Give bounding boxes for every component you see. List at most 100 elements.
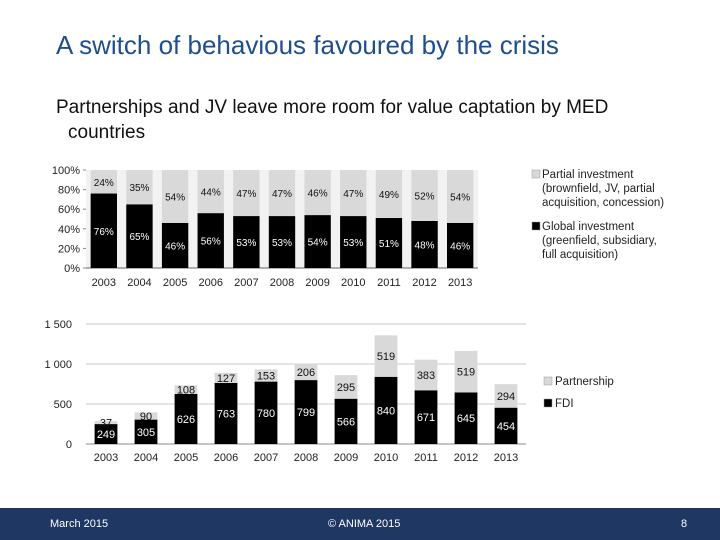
bar-partial-2008 [268, 170, 296, 217]
bar-fdi-2011 [414, 390, 438, 444]
label-partnership-2010: 519 [377, 351, 395, 363]
x-tick-label: 2005 [163, 277, 187, 289]
legend-label: FDI [555, 398, 574, 410]
legend-swatch [543, 376, 553, 386]
y-tick-label: 0 [66, 439, 72, 451]
label-partnership-2004: 90 [140, 411, 152, 423]
label-partial-2011: 49% [379, 190, 399, 201]
label-partial-2003: 24% [94, 178, 114, 189]
footer-bar: March 2015 © ANIMA 2015 8 [0, 508, 720, 540]
x-tick-label: 2007 [254, 452, 278, 464]
bar-global-2008 [268, 216, 296, 268]
x-tick-label: 2004 [127, 277, 151, 289]
label-global-2003: 76% [94, 227, 114, 238]
label-partnership-2007: 153 [257, 370, 275, 382]
bar-fdi-2012 [454, 392, 478, 444]
x-tick-label: 2005 [174, 452, 198, 464]
y-tick-label: 500 [54, 399, 72, 411]
label-global-2011: 51% [379, 239, 399, 250]
bar-partial-2006 [197, 170, 224, 214]
legend-label: Partial investment [542, 169, 634, 181]
bar-partnership-2003 [94, 421, 118, 425]
x-tick-label: 2012 [454, 452, 478, 464]
label-partial-2013: 54% [450, 192, 470, 203]
bar-partnership-2008 [294, 363, 318, 381]
footer-copyright: © ANIMA 2015 [328, 518, 401, 530]
label-fdi-2009: 566 [337, 416, 355, 428]
bar-fdi-2009 [334, 398, 358, 444]
label-partial-2007: 47% [236, 189, 256, 200]
bar-fdi-2003 [94, 424, 118, 444]
bar-partial-2003 [90, 170, 118, 194]
x-tick-label: 2010 [374, 452, 398, 464]
x-tick-label: 2008 [294, 452, 318, 464]
y-tick-label: 100% [52, 165, 80, 177]
label-fdi-2011: 671 [417, 412, 435, 424]
bar-fdi-2013 [494, 407, 518, 444]
x-tick-label: 2006 [214, 452, 238, 464]
legend-swatch [543, 398, 553, 408]
label-partial-2010: 47% [343, 189, 363, 200]
label-fdi-2010: 840 [377, 405, 395, 417]
bar-partnership-2011 [414, 359, 438, 391]
x-tick-label: 2009 [305, 277, 329, 289]
x-tick-label: 2009 [334, 452, 358, 464]
y-tick-label: 1 500 [44, 319, 72, 331]
bar-global-2004 [126, 204, 153, 268]
bar-global-2010 [340, 216, 367, 268]
label-fdi-2004: 305 [137, 427, 155, 439]
legend-label: Partnership [555, 376, 614, 388]
y-tick-label: 0% [64, 263, 80, 275]
legend-label: acquisition, concession) [542, 197, 664, 209]
bar-global-2009 [304, 215, 331, 268]
bar-partnership-2012 [454, 350, 478, 393]
bar-fdi-2005 [174, 393, 198, 444]
legend-label: (brownfield, JV, partial [542, 183, 655, 195]
y-tick-label: 80% [58, 185, 80, 197]
bar-partial-2005 [161, 170, 189, 223]
label-fdi-2008: 799 [297, 407, 315, 419]
bar-global-2005 [161, 222, 189, 268]
x-tick-label: 2007 [234, 277, 258, 289]
bar-global-2006 [197, 213, 224, 268]
label-partial-2004: 35% [129, 183, 149, 194]
x-tick-label: 2013 [494, 452, 518, 464]
label-partnership-2003: 37 [100, 418, 112, 430]
y-tick-label: 40% [58, 224, 80, 236]
bar-global-2011 [375, 218, 403, 268]
bar-fdi-2004 [134, 419, 158, 444]
label-partnership-2013: 294 [497, 391, 515, 403]
bar-partnership-2005 [174, 385, 198, 394]
bar-partnership-2006 [214, 372, 238, 383]
label-partial-2006: 44% [201, 188, 221, 199]
bar-partial-2004 [126, 170, 153, 205]
label-global-2010: 53% [343, 238, 363, 249]
y-tick-label: 20% [58, 243, 80, 255]
label-global-2012: 48% [415, 240, 435, 251]
x-tick-label: 2012 [412, 277, 436, 289]
legend-label: (greenfield, subsidiary, [542, 235, 657, 247]
footer-date: March 2015 [50, 518, 109, 530]
label-fdi-2006: 763 [217, 408, 235, 420]
x-tick-label: 2010 [341, 277, 365, 289]
label-fdi-2012: 645 [457, 413, 475, 425]
bar-partial-2011 [375, 170, 403, 219]
label-global-2006: 56% [201, 237, 221, 248]
bar-partnership-2007 [254, 369, 278, 382]
label-partial-2009: 46% [308, 189, 328, 200]
label-global-2005: 46% [165, 241, 185, 252]
label-global-2007: 53% [236, 238, 256, 249]
label-partnership-2005: 108 [177, 385, 195, 397]
y-tick-label: 60% [58, 204, 80, 216]
bar-partial-2009 [304, 170, 331, 216]
legend-swatch [531, 221, 541, 231]
bar-partnership-2009 [334, 375, 358, 399]
slide-title: A switch of behavious favoured by the cr… [56, 30, 559, 60]
x-tick-label: 2011 [414, 452, 438, 464]
label-global-2008: 53% [272, 238, 292, 249]
label-partial-2008: 47% [272, 189, 292, 200]
label-fdi-2007: 780 [257, 408, 275, 420]
bar-fdi-2006 [214, 382, 238, 444]
slide-subtitle: Partnerships and JV leave more room for … [56, 97, 609, 143]
